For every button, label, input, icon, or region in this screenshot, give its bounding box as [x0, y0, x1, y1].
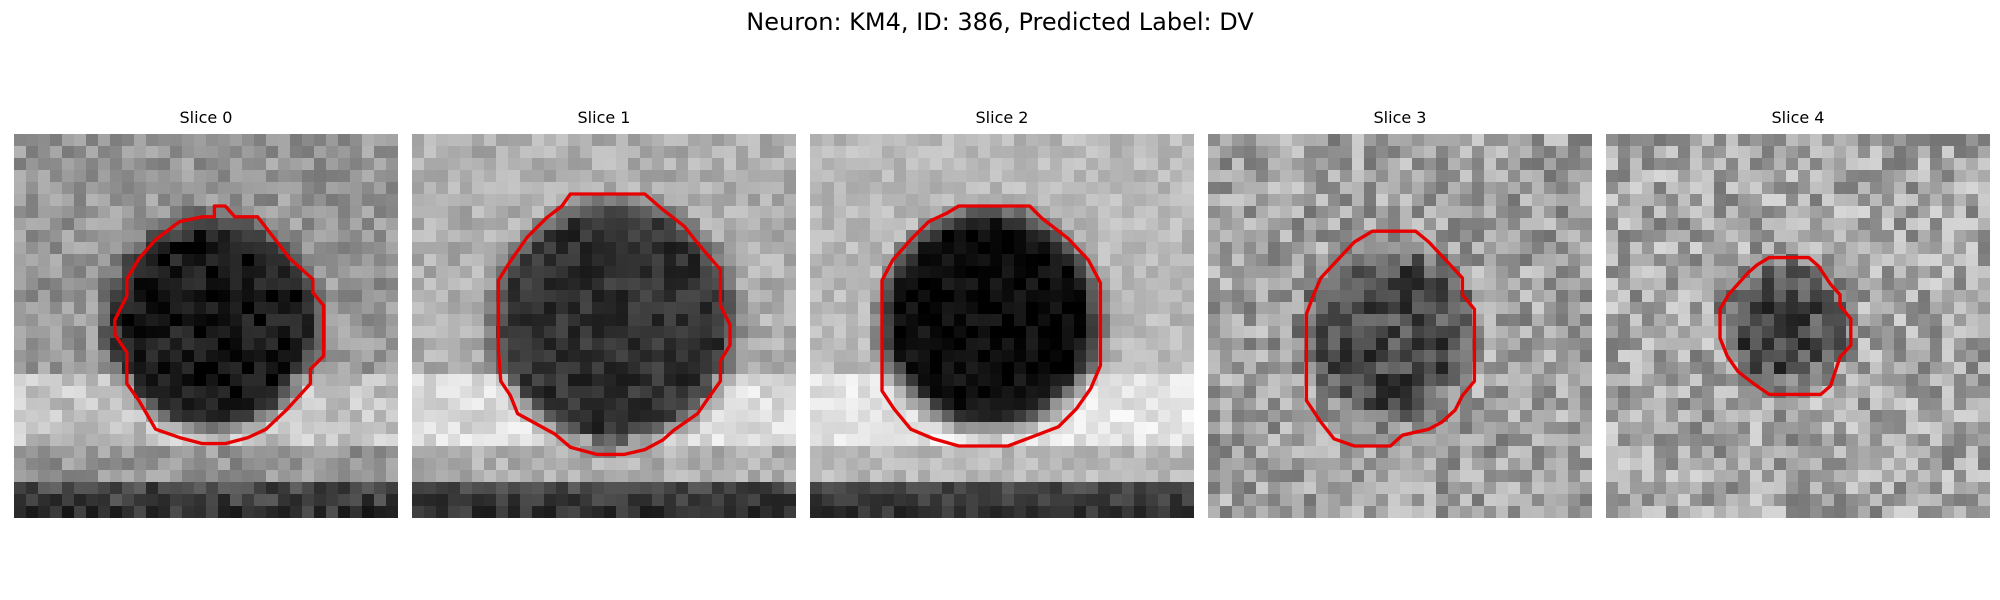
slice-image-canvas	[1208, 134, 1592, 518]
panel-slice-0: Slice 0	[14, 108, 398, 518]
figure-title: Neuron: KM4, ID: 386, Predicted Label: D…	[746, 8, 1254, 36]
panel-title: Slice 3	[1373, 108, 1427, 127]
roi-outline	[880, 204, 1103, 448]
slice-image-canvas	[14, 134, 398, 518]
panel-slice-3: Slice 3	[1208, 108, 1592, 518]
panel-title: Slice 4	[1771, 108, 1825, 127]
slice-image	[412, 134, 796, 518]
roi-outline	[1304, 229, 1477, 448]
roi-outline	[496, 192, 732, 457]
pixel-grid	[1606, 134, 1990, 518]
slice-image-canvas	[412, 134, 796, 518]
pixel-grid	[1208, 134, 1592, 518]
slice-image	[14, 134, 398, 518]
slice-image	[1606, 134, 1990, 518]
panel-title: Slice 1	[577, 108, 631, 127]
slice-image-canvas	[810, 134, 1194, 518]
roi-outline	[1718, 255, 1853, 397]
panel-slice-1: Slice 1	[412, 108, 796, 518]
panel-title: Slice 2	[975, 108, 1029, 127]
pixel-grid	[810, 134, 1194, 518]
pixel-grid	[14, 134, 398, 518]
slice-image	[810, 134, 1194, 518]
panel-slice-4: Slice 4	[1606, 108, 1990, 518]
slice-image	[1208, 134, 1592, 518]
pixel-grid	[412, 134, 796, 518]
roi-outline	[113, 204, 326, 446]
panel-slice-2: Slice 2	[810, 108, 1194, 518]
slice-image-canvas	[1606, 134, 1990, 518]
panel-title: Slice 0	[179, 108, 233, 127]
